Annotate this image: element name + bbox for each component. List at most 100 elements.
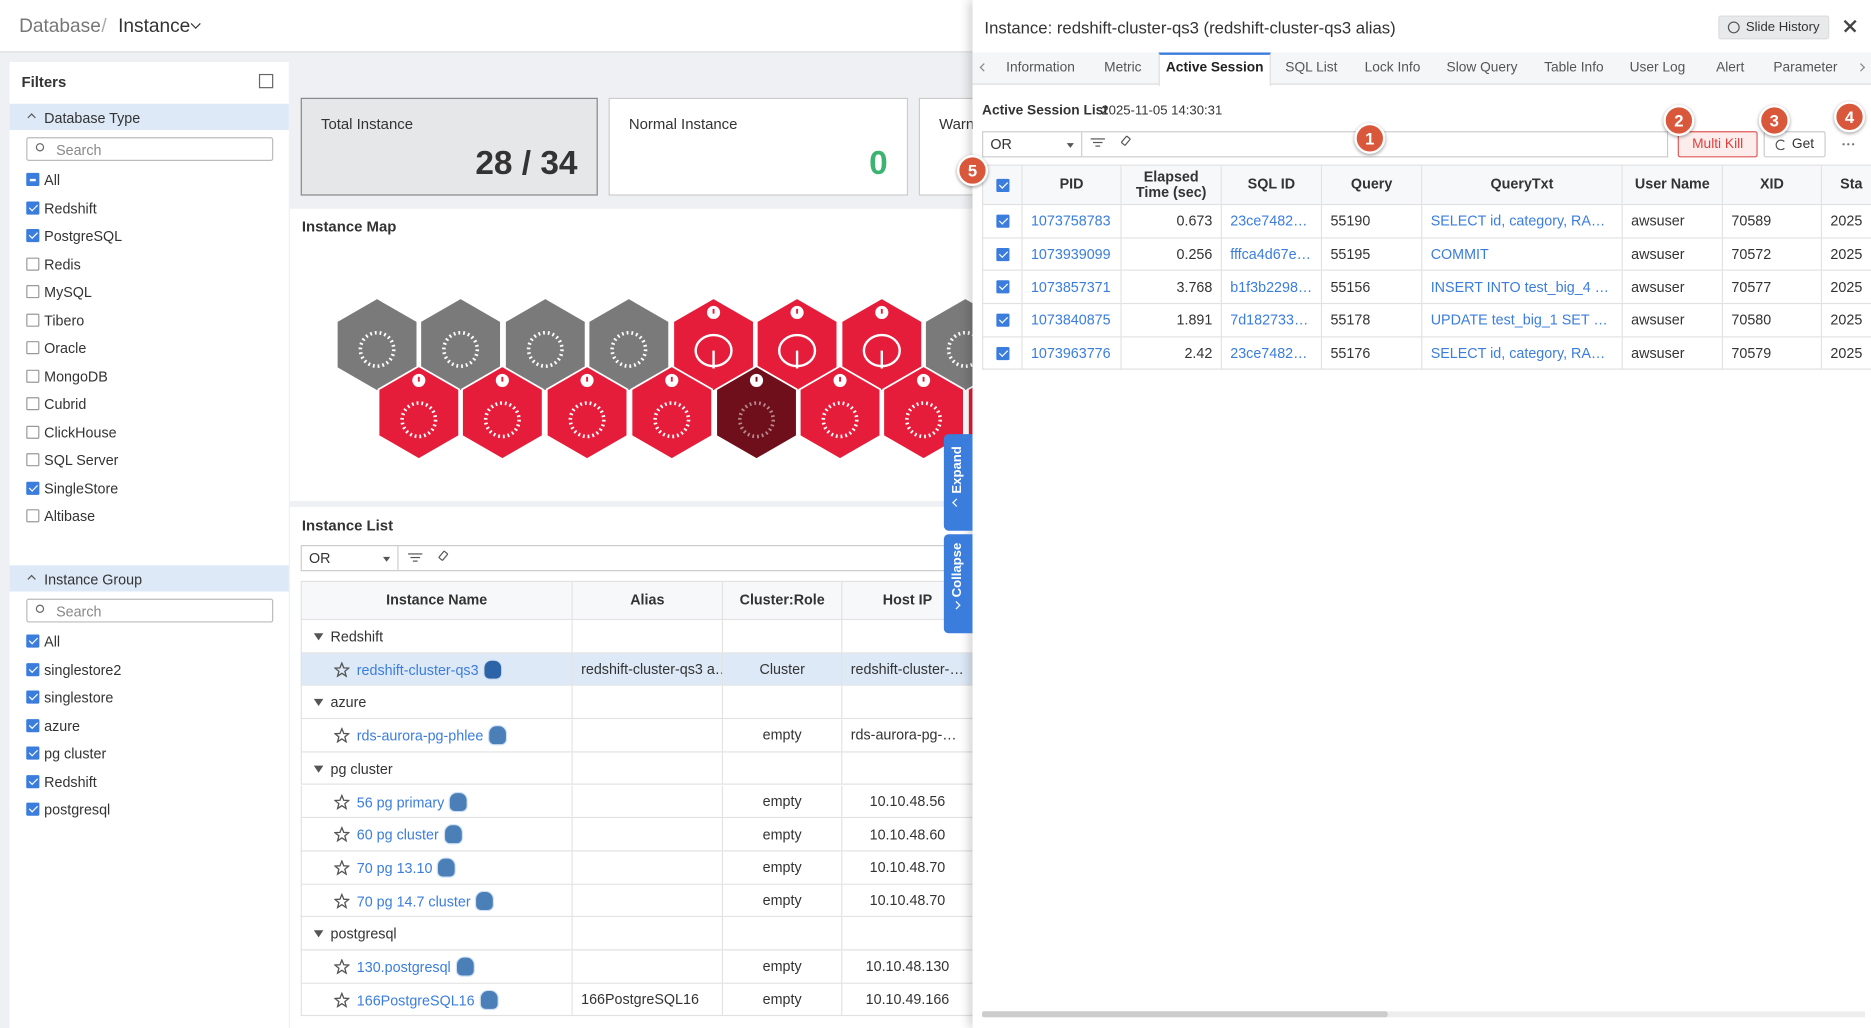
filter-option[interactable]: Redshift (44, 199, 97, 217)
instance-hex[interactable] (798, 365, 882, 461)
checkbox[interactable] (26, 228, 40, 243)
filter-option[interactable]: ClickHouse (44, 423, 117, 441)
panel-tab[interactable]: Table Info (1544, 60, 1604, 76)
cell-link[interactable]: INSERT INTO test_big_4 (cate… (1430, 278, 1614, 296)
side-tab[interactable]: Expand (943, 434, 973, 531)
panel-tab[interactable]: Active Session (1165, 60, 1264, 76)
instance-hex[interactable] (587, 297, 671, 393)
checkbox[interactable] (26, 425, 40, 439)
checkbox[interactable] (26, 662, 40, 676)
instance-hex[interactable] (461, 365, 544, 461)
instance-hex[interactable] (672, 297, 755, 393)
collapse-icon[interactable] (258, 73, 274, 89)
instance-hex[interactable] (924, 297, 973, 393)
cell-link[interactable]: 1073840875 (1030, 311, 1111, 329)
instance-link[interactable]: redshift-cluster-qs3 (356, 661, 479, 679)
filter-option[interactable]: All (44, 633, 61, 650)
cell-link[interactable]: 1073758783 (1030, 212, 1111, 230)
filter-option[interactable]: azure (44, 717, 80, 735)
filter-option[interactable]: Altibase (44, 508, 96, 525)
select-all-checkbox[interactable] (996, 178, 1010, 193)
search-input[interactable]: Search (26, 137, 274, 161)
instance-hex[interactable] (882, 365, 965, 461)
filter-icon[interactable] (410, 556, 421, 559)
filter-option[interactable]: postgresql (44, 801, 111, 819)
get-button[interactable]: Get (1763, 131, 1826, 158)
expand-caret[interactable] (313, 699, 324, 707)
instance-link[interactable]: 56 pg primary (356, 793, 445, 811)
filter-option[interactable]: Tibero (44, 311, 85, 329)
filter-icon[interactable] (408, 553, 423, 555)
summary-card[interactable]: Normal Instance 0 (608, 97, 909, 196)
checkbox[interactable] (26, 634, 40, 648)
filter-option[interactable]: SQL Server (44, 451, 119, 469)
row-checkbox[interactable] (996, 214, 1010, 228)
more-icon[interactable] (1847, 143, 1850, 146)
instance-hex[interactable] (840, 297, 924, 393)
panel-tab[interactable]: SQL List (1285, 60, 1338, 76)
cell-link[interactable]: COMMIT (1430, 245, 1489, 263)
cell-link[interactable]: 7d18273395… (1230, 311, 1312, 329)
multi-kill-button[interactable]: Multi Kill (1677, 131, 1758, 158)
filter-icon[interactable] (1093, 141, 1103, 144)
favorite-star[interactable] (334, 661, 350, 678)
panel-tab[interactable]: Slow Query (1446, 60, 1518, 76)
favorite-star[interactable] (334, 793, 350, 810)
expand-caret[interactable] (313, 633, 324, 641)
panel-tab[interactable]: Metric (1104, 60, 1142, 76)
filter-option[interactable]: Redshift (44, 773, 97, 791)
instance-hex[interactable] (377, 365, 461, 461)
instance-hex[interactable] (967, 366, 973, 459)
checkbox[interactable] (26, 802, 40, 816)
checkbox[interactable] (26, 718, 40, 732)
filter-option[interactable]: singlestore (44, 689, 114, 707)
instance-hex[interactable] (545, 365, 629, 461)
favorite-star[interactable] (334, 958, 350, 975)
instance-link[interactable]: rds-aurora-pg-phlee (356, 727, 484, 745)
instance-link[interactable]: 70 pg 14.7 cluster (356, 892, 471, 910)
filter-icon[interactable] (1090, 138, 1105, 140)
instance-hex[interactable] (630, 365, 714, 461)
instance-link[interactable]: 130.postgresql (356, 958, 451, 976)
panel-tab[interactable]: Alert (1716, 60, 1745, 76)
cell-link[interactable]: SELECT id, category, RANK() … (1430, 344, 1614, 362)
filter-option[interactable]: pg cluster (44, 745, 107, 763)
checkbox[interactable] (26, 746, 40, 760)
breadcrumb-current[interactable]: Instance (118, 16, 191, 37)
panel-tab[interactable]: Parameter (1773, 60, 1838, 76)
row-checkbox[interactable] (996, 346, 1010, 360)
checkbox[interactable] (26, 690, 40, 704)
cell-link[interactable]: 23ce74824e… (1230, 344, 1312, 362)
row-checkbox[interactable] (996, 280, 1010, 294)
instance-hex[interactable] (419, 297, 502, 393)
favorite-star[interactable] (334, 991, 350, 1008)
panel-tab[interactable]: Information (1006, 60, 1075, 76)
checkbox[interactable] (26, 453, 40, 467)
filter-option[interactable]: SingleStore (44, 480, 119, 497)
filter-option[interactable]: Redis (44, 255, 81, 273)
scrollbar-thumb[interactable] (982, 1011, 1388, 1018)
filter-mode-select[interactable]: OR (300, 545, 399, 572)
cell-link[interactable]: 1073963776 (1030, 344, 1111, 362)
group-header[interactable] (9, 103, 289, 130)
filter-option[interactable]: Oracle (44, 339, 87, 357)
filter-input[interactable] (398, 545, 973, 572)
checkbox[interactable] (26, 172, 40, 187)
search-input[interactable]: Search (26, 598, 274, 623)
checkbox[interactable] (26, 200, 40, 215)
filter-icon[interactable] (1095, 145, 1101, 148)
filter-option[interactable]: Cubrid (44, 395, 87, 413)
slide-history-button[interactable]: Slide History (1718, 15, 1830, 40)
checkbox[interactable] (26, 341, 40, 355)
instance-link[interactable]: 166PostgreSQL16 (356, 991, 475, 1009)
cell-link[interactable]: fffca4d67ea… (1230, 245, 1313, 263)
cell-link[interactable]: UPDATE test_big_1 SET paylo… (1430, 311, 1614, 329)
favorite-star[interactable] (334, 826, 350, 843)
row-checkbox[interactable] (996, 313, 1010, 327)
filter-option[interactable]: MongoDB (44, 367, 108, 385)
panel-tab[interactable]: Lock Info (1364, 60, 1421, 76)
cell-link[interactable]: 1073857371 (1030, 278, 1111, 296)
filter-option[interactable]: All (44, 171, 61, 189)
cell-link[interactable]: 1073939099 (1030, 245, 1111, 263)
checkbox[interactable] (26, 313, 40, 327)
